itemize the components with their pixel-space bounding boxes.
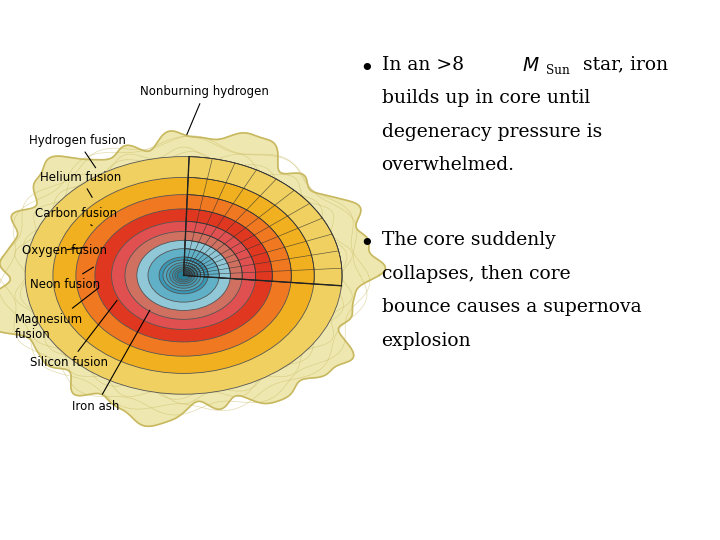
Circle shape	[125, 232, 242, 319]
Text: In an >8: In an >8	[382, 56, 464, 73]
Text: Silicon fusion: Silicon fusion	[30, 300, 117, 369]
Circle shape	[166, 262, 201, 288]
Text: bounce causes a supernova: bounce causes a supernova	[382, 298, 642, 316]
Circle shape	[53, 177, 314, 374]
Wedge shape	[184, 265, 197, 276]
Circle shape	[175, 269, 192, 282]
Wedge shape	[184, 260, 204, 276]
Circle shape	[170, 265, 197, 286]
Wedge shape	[184, 209, 272, 281]
Circle shape	[137, 240, 230, 310]
Text: overwhelmed.: overwhelmed.	[382, 156, 515, 174]
Circle shape	[148, 248, 220, 302]
Wedge shape	[184, 178, 314, 284]
Circle shape	[173, 267, 194, 284]
Circle shape	[177, 271, 190, 280]
Text: Helium fusion: Helium fusion	[40, 171, 121, 198]
Text: builds up in core until: builds up in core until	[382, 89, 590, 107]
Wedge shape	[184, 262, 201, 276]
Circle shape	[159, 257, 208, 294]
Text: $M$: $M$	[522, 56, 540, 75]
Circle shape	[163, 260, 204, 291]
Text: explosion: explosion	[382, 332, 471, 349]
Text: •: •	[360, 57, 383, 80]
Text: degeneracy pressure is: degeneracy pressure is	[382, 123, 602, 140]
Circle shape	[112, 221, 256, 329]
Wedge shape	[184, 257, 208, 277]
Text: Carbon fusion: Carbon fusion	[35, 207, 117, 226]
Text: •: •	[360, 232, 383, 256]
Wedge shape	[184, 269, 192, 276]
Wedge shape	[184, 194, 292, 282]
Circle shape	[25, 157, 342, 394]
Wedge shape	[184, 267, 194, 276]
Text: Sun: Sun	[546, 64, 570, 77]
Wedge shape	[184, 232, 242, 279]
Wedge shape	[184, 157, 342, 286]
Text: Neon fusion: Neon fusion	[30, 267, 100, 291]
Text: Hydrogen fusion: Hydrogen fusion	[29, 134, 126, 168]
Wedge shape	[184, 240, 230, 279]
Text: Nonburning hydrogen: Nonburning hydrogen	[140, 85, 269, 134]
Text: Oxygen fusion: Oxygen fusion	[22, 244, 107, 256]
Text: collapses, then core: collapses, then core	[382, 265, 570, 282]
Wedge shape	[184, 249, 219, 278]
Circle shape	[95, 209, 272, 342]
Wedge shape	[184, 221, 256, 280]
Polygon shape	[0, 131, 385, 426]
Text: The core suddenly: The core suddenly	[382, 231, 555, 249]
Text: Iron ash: Iron ash	[72, 310, 150, 413]
Text: star, iron: star, iron	[583, 56, 668, 73]
Text: Magnesium
fusion: Magnesium fusion	[14, 288, 99, 341]
Circle shape	[76, 194, 292, 356]
Wedge shape	[184, 271, 190, 276]
